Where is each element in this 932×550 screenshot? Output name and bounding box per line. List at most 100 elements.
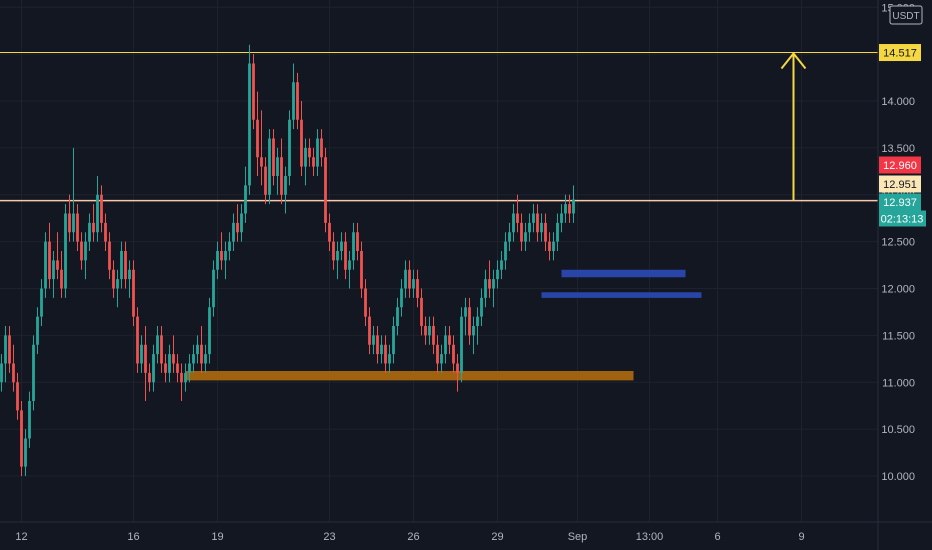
candle-body[interactable] [548,241,551,251]
candle-body[interactable] [352,232,355,261]
candle-body[interactable] [568,204,571,214]
candle-body[interactable] [124,251,127,280]
candle-body[interactable] [100,194,103,223]
candle-body[interactable] [212,269,215,308]
candle-body[interactable] [168,354,171,373]
candle-body[interactable] [16,382,19,411]
candle-body[interactable] [232,222,235,242]
candle-body[interactable] [532,213,535,223]
candle-body[interactable] [132,269,135,317]
price-tag[interactable] [879,156,921,174]
candle-body[interactable] [40,288,43,317]
candle-body[interactable] [120,251,123,280]
candle-body[interactable] [80,241,83,261]
candle-body[interactable] [28,401,31,439]
candle-body[interactable] [32,344,35,401]
candle-body[interactable] [372,335,375,345]
candle-body[interactable] [260,157,263,167]
candle-body[interactable] [328,222,331,242]
candle-body[interactable] [144,344,147,373]
candle-body[interactable] [340,241,343,251]
candle-body[interactable] [376,335,379,355]
candle-body[interactable] [424,326,427,336]
candle-body[interactable] [196,344,199,355]
candle-body[interactable] [316,138,319,167]
candle-body[interactable] [184,372,187,383]
candle-body[interactable] [516,213,519,223]
candle-body[interactable] [8,335,11,364]
candle-body[interactable] [308,147,311,158]
candle-body[interactable] [72,213,75,233]
candle-body[interactable] [0,363,3,383]
candle-body[interactable] [524,232,527,242]
candle-body[interactable] [244,185,247,214]
candle-body[interactable] [12,363,15,383]
candle-body[interactable] [392,326,395,355]
candle-body[interactable] [240,213,243,233]
candle-body[interactable] [60,269,63,289]
candle-body[interactable] [364,288,367,317]
support-zone[interactable] [185,371,634,381]
candle-body[interactable] [92,222,95,233]
candle-body[interactable] [192,354,195,364]
candle-body[interactable] [336,251,339,261]
demand-zone-lower[interactable] [541,292,702,298]
candle-body[interactable] [512,213,515,233]
candle-body[interactable] [228,241,231,251]
candle-body[interactable] [88,222,91,242]
candle-body[interactable] [564,204,567,214]
candle-body[interactable] [396,307,399,326]
candle-body[interactable] [384,344,387,364]
candle-body[interactable] [400,288,403,308]
candle-body[interactable] [4,335,7,364]
plot-area[interactable] [0,0,886,522]
candle-body[interactable] [160,335,163,364]
candle-body[interactable] [292,82,295,120]
candle-body[interactable] [344,241,347,270]
candle-body[interactable] [404,269,407,289]
candle-body[interactable] [464,307,467,317]
candle-body[interactable] [248,63,251,186]
candle-body[interactable] [216,251,219,270]
candle-body[interactable] [324,157,327,223]
candle-body[interactable] [356,232,359,251]
candle-body[interactable] [24,438,27,467]
candle-body[interactable] [20,410,23,467]
candle-body[interactable] [164,363,167,373]
candle-body[interactable] [140,344,143,364]
candle-body[interactable] [348,260,351,270]
candle-body[interactable] [468,307,471,336]
candle-body[interactable] [408,269,411,289]
candle-body[interactable] [128,269,131,280]
candle-body[interactable] [208,307,211,355]
candle-body[interactable] [268,138,271,195]
candle-body[interactable] [104,222,107,242]
candle-body[interactable] [536,213,539,233]
candle-body[interactable] [472,326,475,336]
candle-body[interactable] [416,279,419,298]
candle-body[interactable] [52,260,55,280]
candle-body[interactable] [448,335,451,345]
candle-body[interactable] [76,213,79,242]
candle-body[interactable] [360,251,363,289]
candle-body[interactable] [156,335,159,355]
candle-body[interactable] [380,344,383,355]
candle-body[interactable] [284,176,287,195]
candle-body[interactable] [320,138,323,158]
candle-body[interactable] [436,344,439,364]
candle-body[interactable] [280,157,283,195]
candle-body[interactable] [44,241,47,289]
candle-body[interactable] [172,354,175,364]
candle-body[interactable] [204,354,207,364]
candle-body[interactable] [540,222,543,233]
candle-body[interactable] [236,222,239,233]
candle-body[interactable] [56,260,59,270]
candle-body[interactable] [484,279,487,298]
candle-body[interactable] [500,260,503,270]
candle-body[interactable] [552,241,555,251]
candle-body[interactable] [288,119,291,176]
candle-body[interactable] [36,316,39,345]
candle-body[interactable] [412,279,415,289]
candle-body[interactable] [456,363,459,373]
